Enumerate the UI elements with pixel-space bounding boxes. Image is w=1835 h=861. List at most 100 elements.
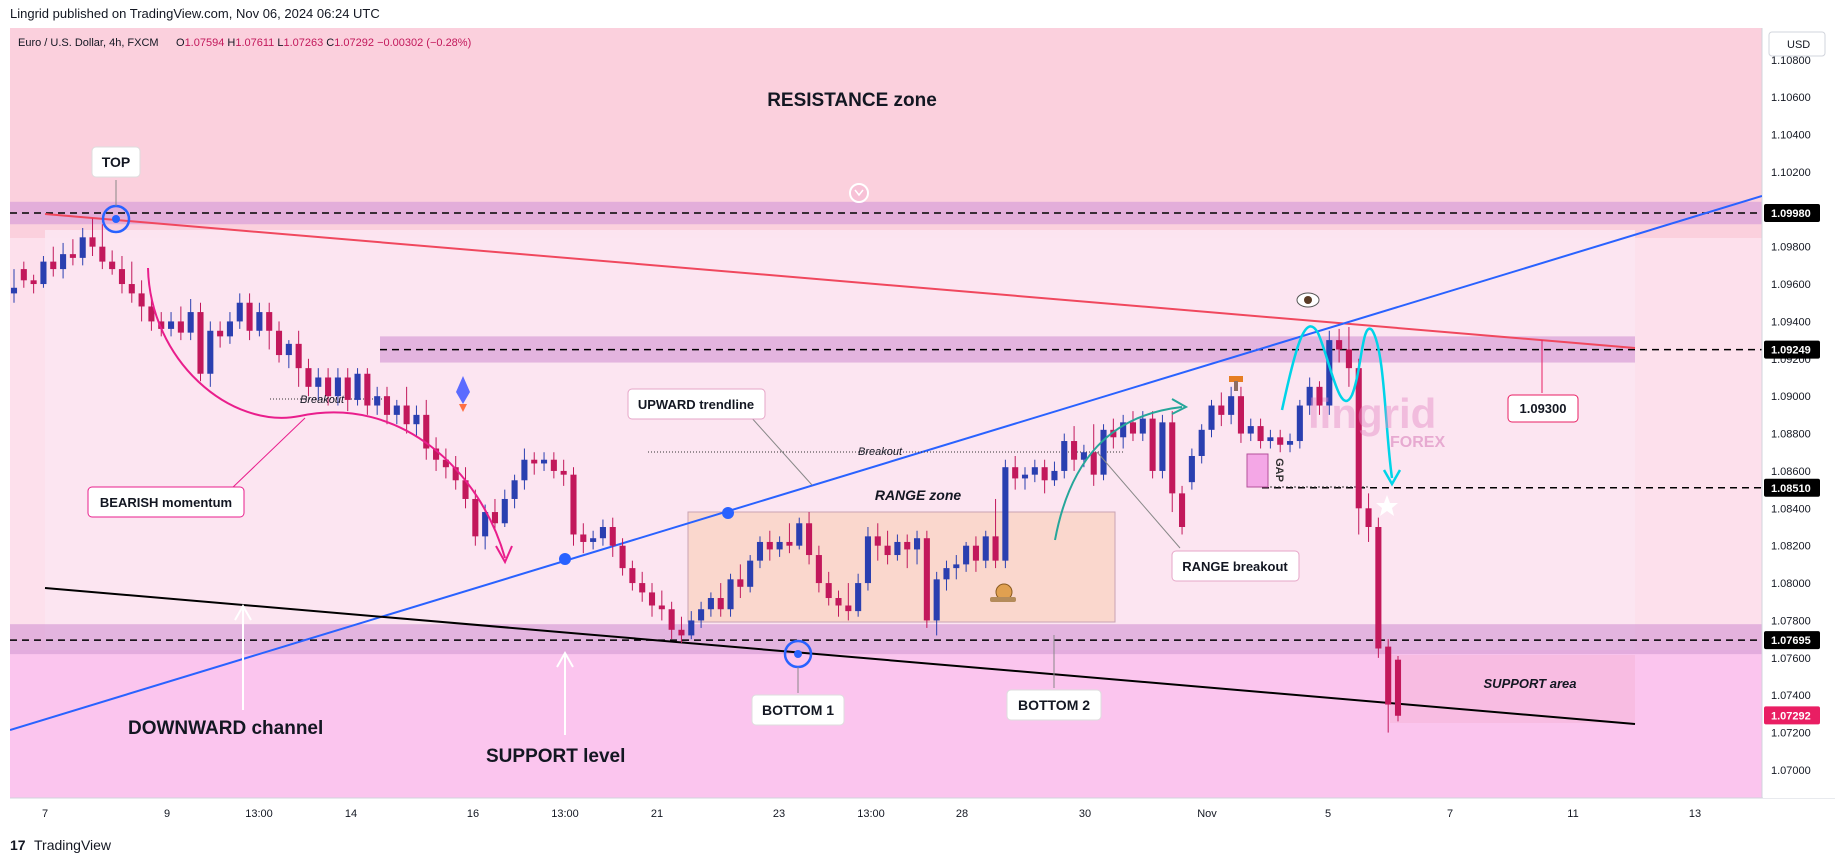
candle bbox=[874, 523, 881, 561]
candle bbox=[1061, 433, 1068, 479]
price-tick-label: 1.10400 bbox=[1771, 130, 1811, 142]
candle-body bbox=[40, 261, 47, 285]
candle bbox=[462, 467, 469, 509]
candle bbox=[717, 583, 724, 617]
candle-body bbox=[1129, 422, 1137, 434]
candle bbox=[423, 399, 430, 460]
candle-body bbox=[20, 269, 27, 281]
candle bbox=[737, 564, 744, 599]
candle-body bbox=[1286, 441, 1294, 445]
candle-body bbox=[89, 237, 96, 247]
candle-body bbox=[678, 629, 685, 636]
price-tick-label: 1.07600 bbox=[1771, 653, 1811, 665]
candle-body bbox=[30, 280, 37, 285]
candle-body bbox=[707, 598, 714, 610]
breakout-2-label: Breakout bbox=[858, 446, 903, 458]
candle bbox=[138, 280, 145, 322]
price-tick-label: 1.09800 bbox=[1771, 242, 1811, 254]
candle bbox=[668, 601, 675, 640]
watermark-logo: lingrid bbox=[1308, 390, 1436, 437]
candle-body bbox=[1385, 646, 1392, 705]
candle bbox=[20, 261, 27, 288]
candle bbox=[531, 452, 538, 475]
candle bbox=[1071, 426, 1078, 471]
candle bbox=[580, 523, 587, 554]
candle-body bbox=[374, 396, 381, 406]
candle-body bbox=[99, 246, 106, 262]
candle-body bbox=[501, 498, 508, 524]
candle-body bbox=[69, 254, 76, 258]
range-zone-box bbox=[687, 511, 1116, 623]
candle-body bbox=[923, 538, 930, 621]
candle bbox=[1198, 424, 1205, 464]
candle-body bbox=[433, 448, 440, 460]
candle bbox=[256, 302, 263, 337]
candle bbox=[295, 330, 302, 387]
candle bbox=[570, 467, 577, 546]
target-label: 1.09300 bbox=[1520, 401, 1567, 416]
bottom-2-label: BOTTOM 2 bbox=[1018, 697, 1090, 713]
candle bbox=[187, 298, 194, 341]
candle bbox=[89, 218, 96, 257]
candle bbox=[855, 573, 862, 617]
time-tick-label: 28 bbox=[956, 808, 968, 820]
candle bbox=[383, 386, 391, 425]
tradingview-logo-icon: 17 bbox=[10, 837, 26, 853]
support-area-box bbox=[1390, 655, 1635, 723]
candle-body bbox=[148, 306, 155, 322]
price-axis-badge-text: 1.08510 bbox=[1771, 483, 1811, 495]
candle bbox=[806, 512, 813, 565]
alert-marker-icon[interactable] bbox=[849, 183, 869, 203]
candle-body bbox=[639, 583, 646, 593]
gap-box bbox=[1246, 453, 1269, 488]
candle-body bbox=[1316, 386, 1323, 406]
price-tick-label: 1.10600 bbox=[1771, 92, 1811, 104]
candle bbox=[1277, 429, 1284, 453]
candle-body bbox=[79, 237, 86, 258]
candle bbox=[10, 269, 18, 303]
candle-body bbox=[285, 343, 292, 356]
price-tick-label: 1.07200 bbox=[1771, 728, 1811, 740]
time-tick-label: 13:00 bbox=[857, 808, 885, 820]
candle bbox=[354, 368, 361, 406]
currency-box[interactable]: USD bbox=[1768, 31, 1826, 57]
zone-band bbox=[10, 624, 1762, 655]
candle bbox=[1051, 461, 1058, 486]
candle-body bbox=[217, 330, 224, 337]
candle bbox=[1218, 392, 1225, 427]
target-callout: 1.09300 bbox=[1507, 394, 1579, 423]
candle bbox=[1247, 418, 1254, 442]
candle bbox=[1100, 424, 1107, 481]
candle bbox=[943, 560, 950, 591]
candle-body bbox=[246, 302, 253, 331]
candle bbox=[1286, 433, 1294, 453]
candle bbox=[442, 448, 449, 479]
time-tick-label: 7 bbox=[1447, 808, 1453, 820]
candle-body bbox=[953, 564, 960, 569]
price-axis-badge-text: 1.07292 bbox=[1771, 710, 1811, 722]
candle bbox=[1169, 411, 1176, 513]
price-chart[interactable]: GAP TOP BEARISH momentum UPWARD trendlin… bbox=[0, 28, 1835, 829]
candle-body bbox=[521, 459, 528, 481]
eye-icon bbox=[1296, 292, 1320, 308]
candle bbox=[521, 448, 528, 490]
candle bbox=[1208, 399, 1215, 438]
candle-body bbox=[275, 330, 283, 356]
candle-body bbox=[1100, 429, 1107, 475]
candle bbox=[835, 590, 842, 617]
candle bbox=[1365, 493, 1372, 542]
rocket-icon bbox=[456, 376, 470, 412]
time-tick-label: Nov bbox=[1197, 808, 1217, 820]
ohlc-value: −0.00302 (−0.28%) bbox=[377, 37, 471, 49]
candle-body bbox=[109, 261, 116, 270]
time-tick-label: 16 bbox=[467, 808, 479, 820]
candle bbox=[1021, 467, 1029, 490]
downward-channel-label: DOWNWARD channel bbox=[128, 718, 323, 739]
currency-label: USD bbox=[1787, 39, 1810, 51]
candle-body bbox=[403, 405, 410, 425]
candle bbox=[344, 368, 351, 412]
trendline-touch-2 bbox=[722, 507, 734, 519]
time-axis[interactable]: 7 9 13:00 14 16 13:00 21 23 13:00 28 30 Nov 5 7 11 13 bbox=[42, 808, 1701, 820]
bearish-momentum-callout: BEARISH momentum bbox=[87, 486, 245, 518]
ohlc-value: 1.07611 bbox=[235, 37, 274, 49]
